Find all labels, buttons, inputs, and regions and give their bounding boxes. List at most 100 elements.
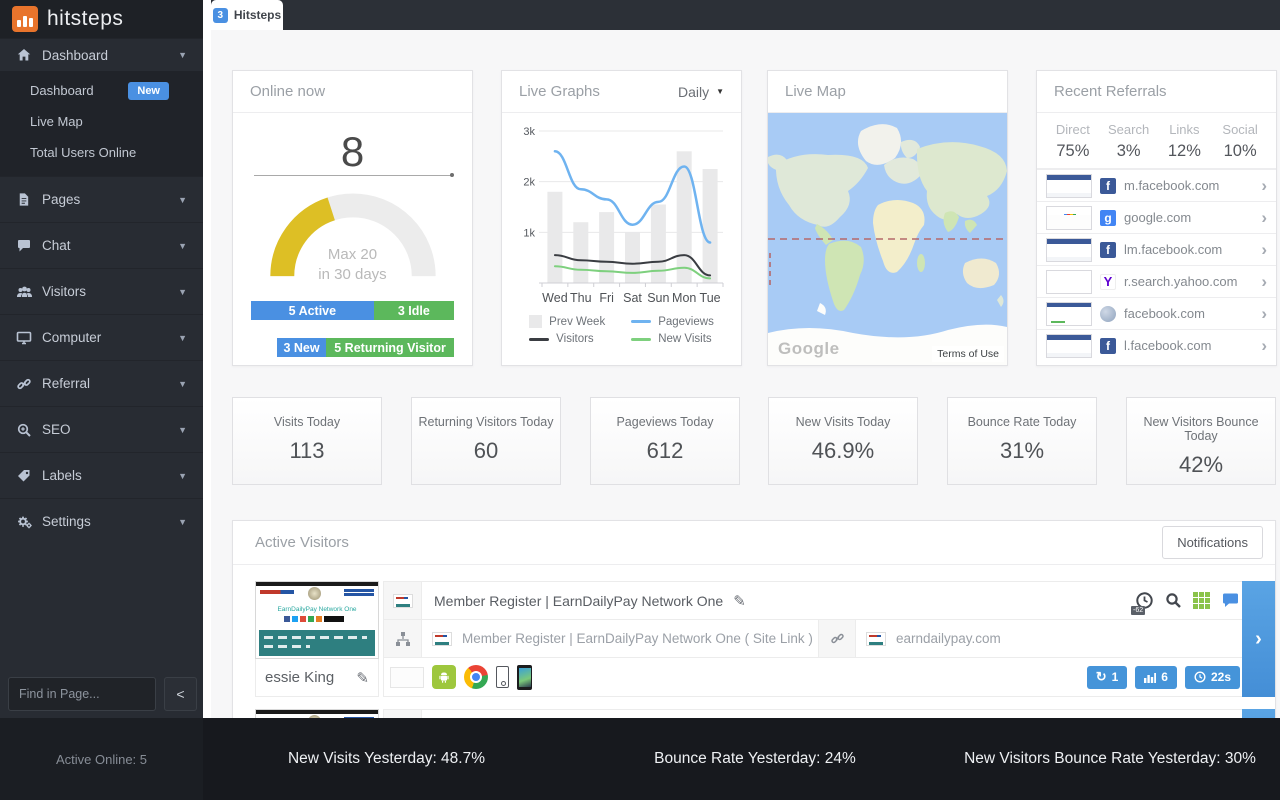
- history-clock-icon[interactable]: -62: [1131, 591, 1154, 615]
- chevron-right-icon[interactable]: [1261, 305, 1267, 322]
- device-row: 1 6 22s: [384, 658, 1252, 696]
- pageview-count-badge[interactable]: 6: [1135, 665, 1177, 689]
- idle-segment[interactable]: 3 Idle: [373, 301, 454, 320]
- chevron-right-icon[interactable]: [1261, 337, 1267, 354]
- card-title: Live Map: [785, 83, 846, 100]
- sidebar-subitem-dashboard[interactable]: Dashboard New: [0, 75, 203, 106]
- referral-row[interactable]: f m.facebook.com: [1037, 169, 1276, 201]
- sidebar-item-labels[interactable]: Labels: [0, 452, 203, 498]
- visitor-site-thumbnail[interactable]: EarnDailyPay Network One: [255, 581, 379, 659]
- expand-visitor-button[interactable]: [1242, 581, 1275, 697]
- site-thumbnail: [1046, 205, 1092, 230]
- referral-row[interactable]: f l.facebook.com: [1037, 329, 1276, 361]
- svg-text:Mon: Mon: [672, 291, 696, 305]
- sidebar-item-pages[interactable]: Pages: [0, 176, 203, 222]
- referral-row[interactable]: f lm.facebook.com: [1037, 233, 1276, 265]
- sidebar-item-dashboard[interactable]: Dashboard: [0, 38, 203, 71]
- brand-logo[interactable]: hitsteps: [0, 0, 203, 38]
- edit-page-icon[interactable]: [733, 592, 746, 610]
- scrollbar-track[interactable]: [203, 0, 211, 718]
- chat-bubble-icon[interactable]: [1221, 592, 1240, 609]
- sidebar-item-label: Dashboard: [42, 47, 109, 63]
- live-chart: 1k 2k 3k Wed Thu Fri Sat Sun Mon Tue: [523, 126, 723, 305]
- find-in-page-input[interactable]: [8, 677, 156, 711]
- referral-row[interactable]: Y r.search.yahoo.com: [1037, 265, 1276, 297]
- sidebar-item-visitors[interactable]: Visitors: [0, 268, 203, 314]
- range-select[interactable]: Daily: [678, 84, 724, 100]
- chevron-down-icon: [178, 287, 187, 297]
- tab-hitsteps[interactable]: 3 Hitsteps: [211, 0, 283, 30]
- referral-row[interactable]: g google.com: [1037, 201, 1276, 233]
- chevron-right-icon[interactable]: [1261, 177, 1267, 194]
- chrome-icon: [464, 665, 488, 689]
- world-map[interactable]: Google Terms of Use: [768, 113, 1007, 365]
- online-bars: 5 Active 3 Idle 3 New 5 Returning Visito…: [251, 301, 454, 357]
- yahoo-icon: Y: [1100, 273, 1116, 290]
- online-gauge: Max 20 in 30 days: [267, 190, 439, 287]
- referral-row[interactable]: facebook.com: [1037, 297, 1276, 329]
- summary-search: Search 3%: [1108, 122, 1150, 160]
- chevron-right-icon[interactable]: [1261, 273, 1267, 290]
- legend-new-visits: New Visits: [631, 333, 714, 345]
- sidebar-item-settings[interactable]: Settings: [0, 498, 203, 544]
- online-now-card: Online now 8 Max 20 in 30 days 5 Active …: [232, 70, 473, 366]
- new-segment[interactable]: 3 New: [277, 338, 327, 357]
- card-title: Online now: [250, 83, 326, 100]
- active-segment[interactable]: 5 Active: [251, 301, 374, 320]
- sidebar-item-seo[interactable]: SEO: [0, 406, 203, 452]
- stat-new-visitors-bounce-today: New Visitors Bounce Today 42%: [1126, 397, 1276, 485]
- stat-pageviews-today: Pageviews Today 612: [590, 397, 740, 485]
- sidebar-subitem-total-users-online[interactable]: Total Users Online: [30, 145, 137, 160]
- edit-name-icon[interactable]: [356, 669, 369, 687]
- returning-segment[interactable]: 5 Returning Visitor: [326, 338, 454, 357]
- terms-of-use-link[interactable]: Terms of Use: [932, 346, 1004, 362]
- time-on-page-badge[interactable]: 22s: [1184, 665, 1240, 689]
- select-arrow-icon: [716, 87, 724, 96]
- chevron-right-icon: [1255, 628, 1262, 651]
- referrer-domain[interactable]: earndailypay.com: [896, 631, 1001, 646]
- site-link-title[interactable]: Member Register | EarnDailyPay Network O…: [462, 631, 813, 646]
- chart-legend: Prev Week Pageviews Visitors New Visits: [502, 315, 741, 345]
- chat-icon: [16, 238, 42, 254]
- svg-text:Tue: Tue: [699, 291, 720, 305]
- link-icon-cell: [818, 620, 856, 657]
- chevron-right-icon[interactable]: [1261, 209, 1267, 226]
- sidebar-item-chat[interactable]: Chat: [0, 222, 203, 268]
- visitor-site-thumbnail[interactable]: [255, 709, 379, 718]
- sidebar-item-referral[interactable]: Referral: [0, 360, 203, 406]
- footer-bounce-rate-yesterday: Bounce Rate Yesterday: 24%: [654, 750, 856, 767]
- file-icon: [16, 192, 42, 207]
- bar-chart-logo-icon: [12, 6, 38, 32]
- dashboard-submenu: Dashboard New Live Map Total Users Onlin…: [0, 71, 203, 176]
- site-thumbnail: [1046, 173, 1092, 198]
- new-badge: New: [128, 81, 169, 100]
- referrer-half: earndailypay.com: [818, 620, 1252, 657]
- chevron-down-icon: [178, 471, 187, 481]
- link-icon: [16, 376, 42, 392]
- device-photo: [517, 664, 532, 690]
- chevron-right-icon[interactable]: [1261, 241, 1267, 258]
- active-visitors-panel: Active Visitors Notifications EarnDailyP…: [232, 520, 1276, 718]
- chevron-down-icon: [178, 241, 187, 251]
- facebook-icon: f: [1100, 177, 1116, 194]
- tab-bar: 3 Hitsteps: [211, 0, 1280, 30]
- panel-title: Active Visitors: [255, 534, 349, 551]
- mobile-phone-icon: [496, 666, 509, 688]
- search-icon[interactable]: [1165, 592, 1182, 609]
- refresh-count-badge[interactable]: 1: [1086, 665, 1128, 689]
- visit-badges: 1 6 22s: [1086, 665, 1252, 689]
- sidebar-collapse-button[interactable]: <: [164, 677, 197, 711]
- active-idle-bar: 5 Active 3 Idle: [251, 301, 454, 320]
- notifications-button[interactable]: Notifications: [1162, 526, 1263, 559]
- apps-grid-icon[interactable]: [1193, 592, 1210, 609]
- site-thumbnail: [1046, 301, 1092, 326]
- google-watermark: Google: [778, 339, 840, 358]
- visitor-detail-rows: Member Register | EarnDailyPay Network O…: [383, 581, 1253, 697]
- sidebar-item-computer[interactable]: Computer: [0, 314, 203, 360]
- svg-text:Wed: Wed: [542, 291, 568, 305]
- sidebar-subitem-live-map[interactable]: Live Map: [30, 114, 83, 129]
- bar-chart-icon: [1144, 672, 1157, 683]
- sidebar-search: <: [8, 677, 203, 711]
- expand-visitor-button[interactable]: [1242, 709, 1275, 718]
